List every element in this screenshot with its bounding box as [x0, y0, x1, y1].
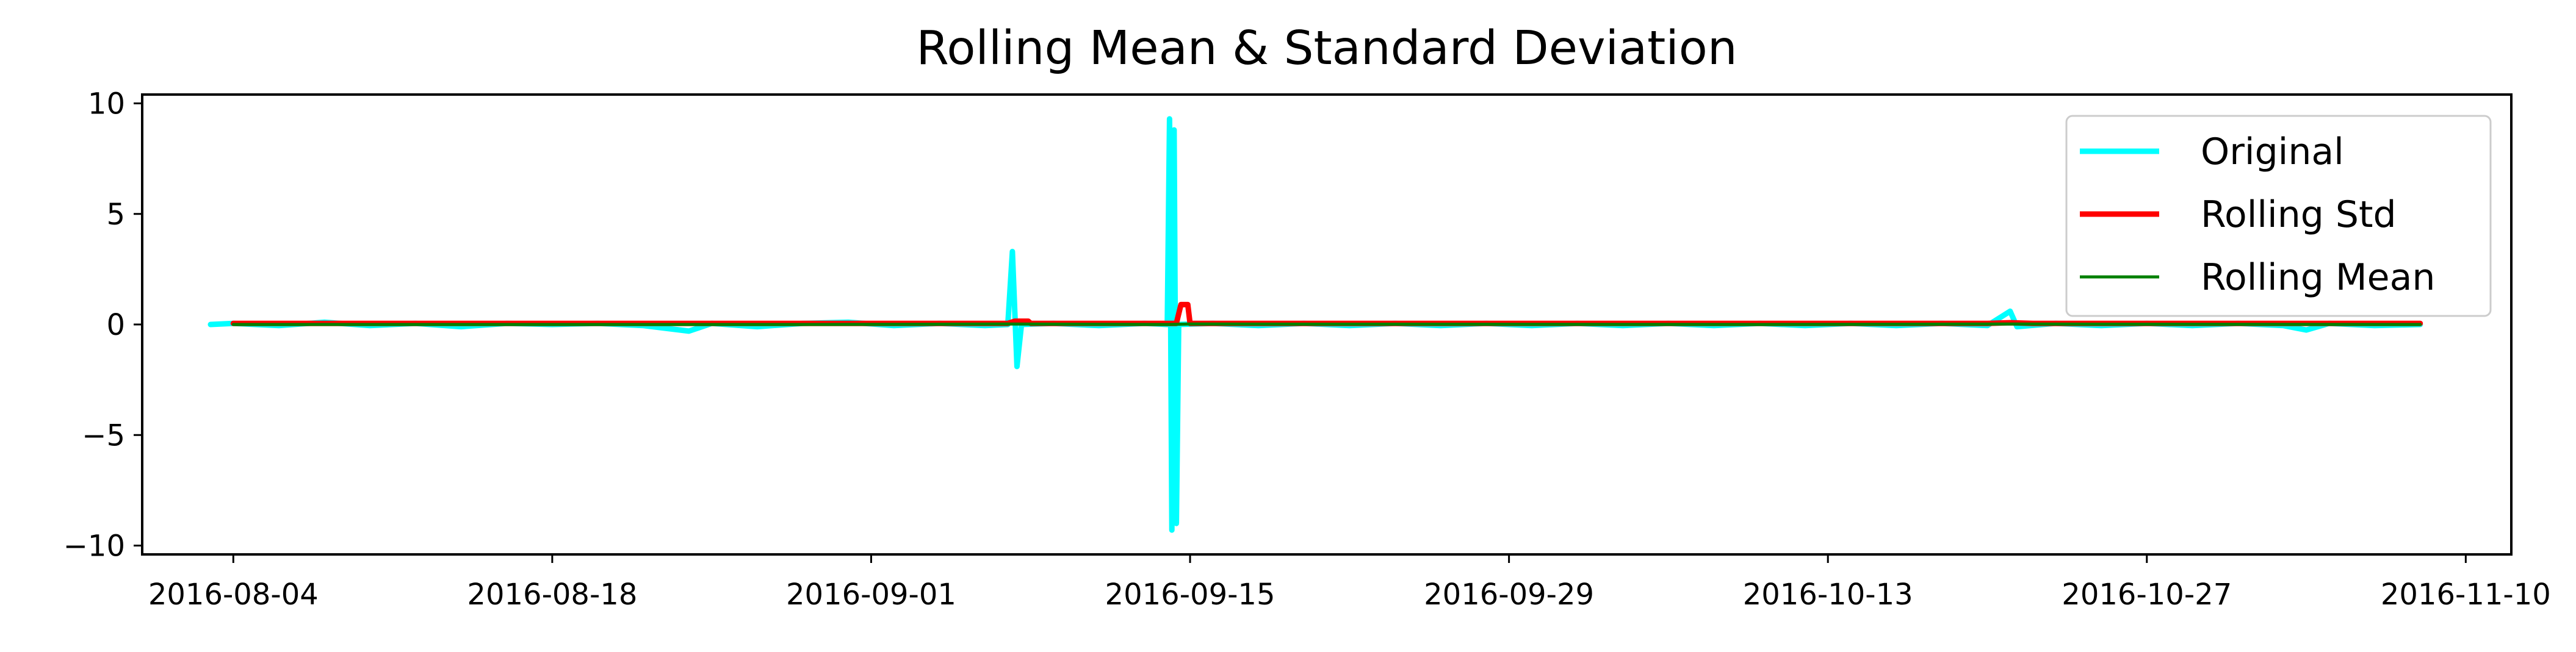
x-tick-label: 2016-09-29 [1424, 578, 1594, 612]
legend-label: Original [2201, 131, 2344, 173]
y-tick-label: 5 [106, 198, 125, 232]
y-axis: 10 5 0 −5 −10 [63, 87, 142, 564]
y-tick-label: −5 [82, 418, 125, 453]
x-tick-label: 2016-10-27 [2062, 578, 2232, 612]
x-tick-label: 2016-09-15 [1105, 578, 1275, 612]
legend-label: Rolling Mean [2201, 256, 2435, 299]
y-tick-label: −10 [63, 529, 125, 564]
x-tick-label: 2016-10-13 [1743, 578, 1913, 612]
legend: Original Rolling Std Rolling Mean [2065, 115, 2492, 317]
x-tick-label: 2016-11-10 [2381, 578, 2551, 612]
x-axis: 2016-08-04 2016-08-18 2016-09-01 2016-09-15… [148, 554, 2551, 612]
x-tick-label: 2016-09-01 [786, 578, 956, 612]
x-tick-label: 2016-08-18 [467, 578, 637, 612]
x-tick-label: 2016-08-04 [148, 578, 319, 612]
legend-label: Rolling Std [2201, 193, 2397, 236]
y-tick-label: 10 [88, 87, 125, 121]
chart-marks [207, 116, 2423, 533]
legend-box [2065, 115, 2492, 317]
y-tick-label: 0 [106, 308, 125, 342]
chart-title: Rolling Mean & Standard Deviation [916, 21, 1737, 76]
